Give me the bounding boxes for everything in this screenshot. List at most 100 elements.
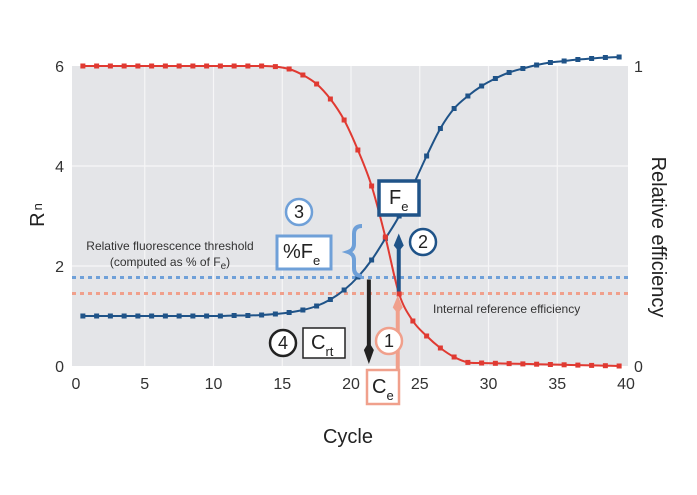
y-axis-right-label: Relative efficiency: [647, 157, 669, 318]
efficiency-point: [162, 63, 168, 69]
fluorescence-point: [121, 313, 127, 319]
x-tick-label: 5: [140, 376, 149, 393]
fluorescence-point: [190, 313, 196, 319]
fluorescence-point: [135, 313, 141, 319]
fluorescence-point: [272, 311, 278, 317]
x-tick-label: 30: [480, 376, 498, 393]
efficiency-point: [437, 345, 443, 351]
ce-arrow-head-icon: [392, 295, 403, 314]
x-tick-label: 20: [342, 376, 360, 393]
efficiency-point: [217, 63, 223, 69]
crt-box: Crt: [302, 327, 346, 359]
fluorescence-point: [437, 126, 443, 131]
efficiency-point: [589, 362, 595, 368]
efficiency-point: [204, 63, 210, 69]
fluorescence-point: [80, 313, 86, 319]
fluorescence-point: [369, 257, 375, 263]
fluorescence-point: [107, 313, 113, 319]
efficiency-point: [451, 354, 457, 360]
fluorescence-point: [575, 57, 581, 62]
efficiency-point: [369, 183, 375, 189]
efficiency-point: [561, 362, 567, 368]
y-left-label-main: R: [27, 212, 49, 226]
y-left-tick-label: 6: [55, 59, 64, 76]
efficiency-point: [575, 362, 581, 368]
svg-text:Crt: Crt: [311, 332, 334, 359]
svg-text:Fe: Fe: [389, 187, 408, 214]
fluorescence-point: [589, 56, 595, 61]
x-tick-label: 25: [411, 376, 429, 393]
fluorescence-point: [465, 93, 471, 99]
fluorescence-series-line: [82, 56, 620, 318]
efficiency-point: [245, 63, 251, 69]
efficiency-point: [479, 360, 485, 366]
fluorescence-point: [341, 287, 347, 293]
plot-background: [72, 66, 628, 366]
step-3-badge: 3: [284, 197, 314, 227]
efficiency-point: [382, 234, 388, 240]
efficiency-point: [286, 66, 292, 72]
x-tick-label: 15: [273, 376, 291, 393]
step-2-badge: 2: [408, 227, 438, 257]
y-right-tick-label: 0: [634, 359, 643, 376]
efficiency-point: [190, 63, 196, 69]
fluorescence-point: [217, 313, 223, 319]
svg-text:Relative efficiency: Relative efficiency: [647, 157, 669, 318]
y-left-tick-label: 4: [55, 159, 64, 176]
efficiency-point: [80, 63, 86, 69]
fluorescence-point: [506, 70, 512, 75]
efficiency-point: [107, 63, 113, 69]
threshold-annotation-line2: (computed as % of Fe): [110, 255, 230, 272]
efficiency-point: [616, 363, 622, 369]
step-4-badge: 4: [268, 328, 298, 358]
efficiency-point: [506, 361, 512, 367]
efficiency-point: [121, 63, 127, 69]
fluorescence-point: [492, 76, 498, 81]
fluorescence-point: [245, 313, 251, 318]
x-tick-label: 40: [617, 376, 635, 393]
threshold-annotation-line1: Relative fluorescence threshold: [86, 239, 253, 253]
svg-text:Ce: Ce: [372, 376, 394, 403]
svg-text:4: 4: [278, 333, 288, 353]
fluorescence-point: [204, 313, 210, 319]
y-right-tick-label: 1: [634, 59, 643, 76]
efficiency-point: [231, 63, 237, 69]
fluorescence-point: [534, 62, 540, 68]
efficiency-point: [492, 360, 498, 366]
brace-icon: [341, 224, 363, 278]
efficiency-point: [424, 333, 430, 339]
efficiency-point: [300, 72, 306, 78]
x-tick-label: 0: [72, 376, 81, 393]
ce-box: Ce: [365, 368, 401, 406]
svg-text:3: 3: [294, 202, 304, 222]
efficiency-point: [410, 318, 416, 324]
fluorescence-point: [561, 58, 567, 64]
fluorescence-point: [451, 106, 457, 111]
series-group: [80, 54, 622, 369]
efficiency-point: [520, 361, 526, 367]
y-left-label-sub: n: [30, 203, 45, 210]
efficiency-point: [259, 63, 265, 69]
fluorescence-point: [259, 312, 265, 318]
efficiency-point: [534, 361, 540, 367]
fluorescence-point: [424, 153, 430, 159]
y-left-tick-label: 0: [55, 359, 64, 376]
svg-text:Rn: Rn: [27, 203, 49, 227]
efficiency-point: [396, 291, 402, 297]
efficiency-point: [272, 64, 278, 70]
fluorescence-point: [149, 313, 155, 319]
svg-text:2: 2: [418, 232, 428, 252]
internal-reference-label: Internal reference efficiency: [433, 302, 580, 316]
y-left-tick-label: 2: [55, 259, 64, 276]
efficiency-point: [327, 96, 333, 102]
svg-text:1: 1: [384, 331, 394, 351]
x-tick-label: 35: [548, 376, 566, 393]
fe-arrow-head-icon: [393, 233, 404, 252]
fluorescence-point: [176, 313, 182, 319]
fluorescence-point: [162, 313, 168, 319]
efficiency-point: [465, 359, 471, 365]
percent-fe-box: %Fe: [275, 234, 333, 271]
fluorescence-point: [231, 313, 237, 318]
fluorescence-point: [479, 83, 485, 89]
